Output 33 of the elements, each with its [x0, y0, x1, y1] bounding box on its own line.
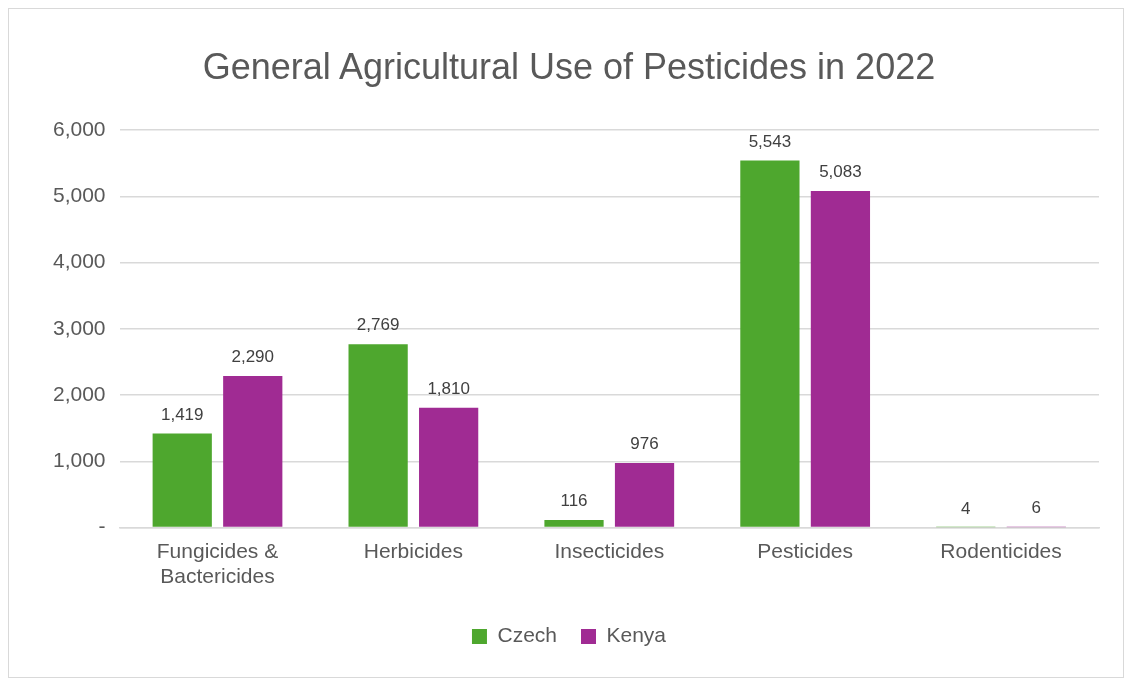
data-label: 4: [961, 498, 971, 518]
bar: [810, 190, 871, 527]
bar: [152, 433, 212, 527]
y-tick-label: 3,000: [52, 315, 106, 339]
y-tick-label: 5,000: [52, 183, 106, 207]
data-label: 5,083: [819, 162, 862, 182]
x-tick-label: Fungicides & Bactericides: [156, 539, 279, 588]
data-label: 1,419: [160, 404, 204, 424]
bar: [614, 462, 675, 527]
data-label: 6: [1031, 498, 1042, 518]
legend-label: Kenya: [606, 623, 667, 647]
bar: [544, 519, 604, 527]
bar: [740, 160, 800, 527]
x-tick-label: Insecticides: [554, 539, 665, 562]
data-label: 1,810: [427, 378, 470, 398]
y-tick-label: 6,000: [52, 117, 106, 140]
data-label: 5,543: [748, 131, 792, 151]
y-tick-label: 2,000: [52, 381, 106, 405]
y-tick-label: 4,000: [52, 249, 106, 273]
x-tick-label: Pesticides: [757, 539, 854, 562]
bar: [223, 375, 283, 527]
chart-title: General Agricultural Use of Pesticides in 2022: [202, 45, 936, 87]
legend-label: Czech: [497, 623, 557, 647]
x-tick-label: Herbicides: [363, 539, 463, 562]
data-label: 116: [560, 491, 588, 511]
bar: [419, 407, 479, 527]
data-label: 2,769: [356, 315, 400, 335]
y-tick-label: -: [98, 514, 106, 538]
data-label: 2,290: [231, 347, 275, 367]
x-tick-label: Rodenticides: [940, 539, 1062, 562]
bar: [348, 344, 408, 527]
y-tick-label: 1,000: [52, 448, 106, 472]
data-label: 976: [630, 434, 659, 454]
